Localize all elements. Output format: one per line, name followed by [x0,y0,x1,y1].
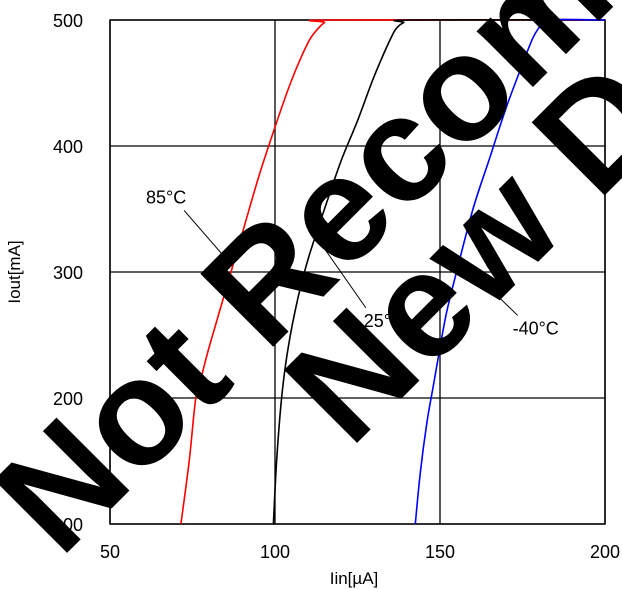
series-line-1 [272,19,606,525]
x-tick-label-2: 150 [425,542,455,562]
y-tick-label-4: 500 [53,11,83,31]
y-tick-label-2: 300 [53,263,83,283]
annotation-leader-2 [459,259,519,316]
x-axis-label: Iin[µA] [330,569,379,588]
y-tick-label-3: 400 [53,137,83,157]
annotation-leader-1 [317,238,367,309]
y-tick-label-1: 200 [53,389,83,409]
y-tick-label-0: 100 [53,515,83,535]
annotation-leader-0 [183,210,233,267]
annotation-label-0: 85°C [146,187,186,207]
series-layer [180,18,606,525]
annotation-layer: 85°C 25°C -40°C [146,187,559,338]
x-tick-label-0: 50 [100,542,120,562]
y-axis-label: Iout[mA] [5,240,24,303]
series-line-0 [180,19,606,525]
x-tick-label-3: 200 [590,542,620,562]
tick-labels: 50 100 150 200 100 200 300 400 500 [53,11,620,562]
annotation-label-2: -40°C [513,318,559,338]
annotation-label-1: 25°C [364,311,404,331]
x-tick-label-1: 100 [260,542,290,562]
series-line-2 [414,18,606,525]
